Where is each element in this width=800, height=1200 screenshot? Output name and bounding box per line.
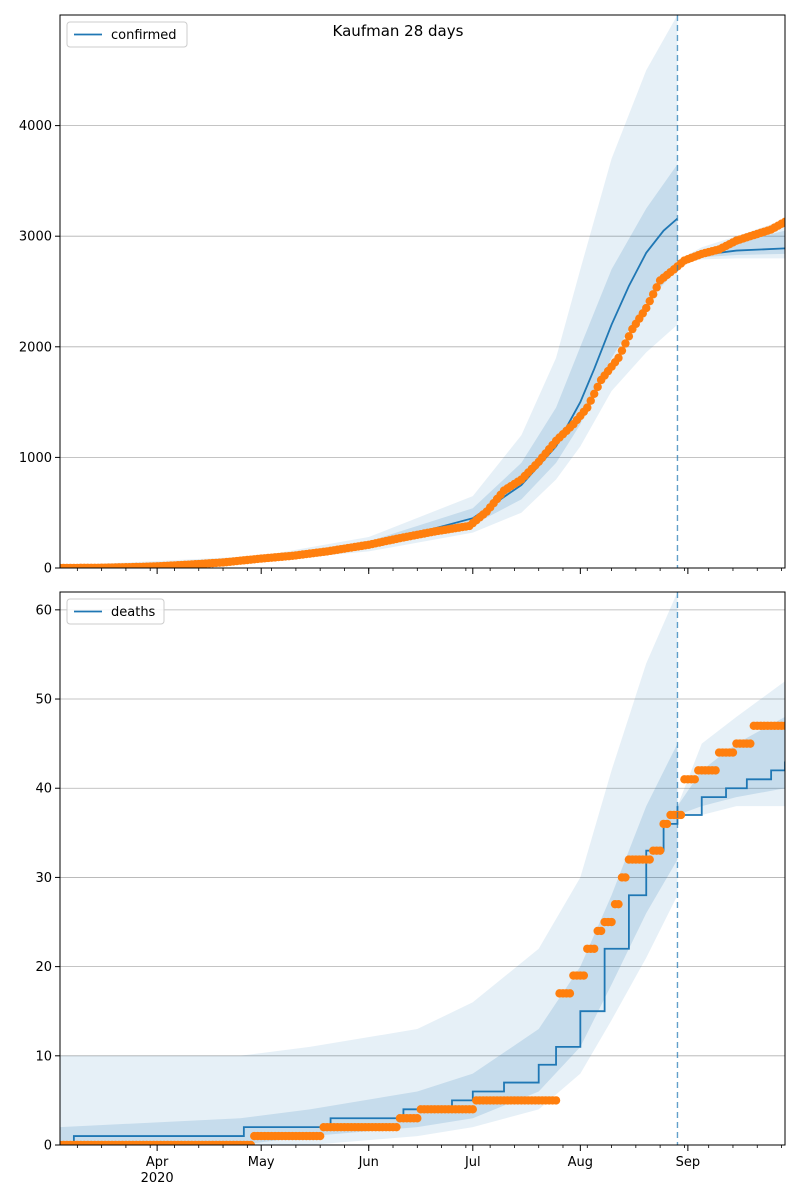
observed-point — [565, 989, 575, 998]
y-tick-label: 40 — [35, 782, 52, 797]
observed-point — [621, 339, 630, 348]
observed-point — [468, 1105, 477, 1114]
observed-point — [590, 389, 599, 399]
observed-point — [655, 846, 665, 855]
observed-point — [246, 1140, 255, 1145]
observed-point — [392, 1122, 401, 1132]
observed-point — [662, 819, 672, 829]
observed-point — [648, 290, 658, 299]
observed-point — [728, 748, 738, 757]
x-tick-label: Apr — [146, 1155, 169, 1170]
uncertainty-band-outer — [60, 592, 678, 1145]
axes-frame — [59, 591, 786, 1146]
observed-point — [413, 1114, 422, 1123]
y-tick-label: 50 — [35, 693, 52, 708]
observed-point — [624, 332, 634, 341]
fit-line — [60, 806, 679, 1145]
observed-point — [746, 739, 755, 748]
figure-title: Kaufman 28 days — [333, 22, 464, 40]
uncertainty-band-inner — [60, 743, 678, 1145]
forecast-band-outer — [677, 681, 785, 815]
observed-point — [614, 899, 623, 909]
observed-point — [780, 217, 785, 227]
forecast-line — [677, 761, 785, 816]
x-tick-label: Jul — [464, 1155, 481, 1170]
observed-point — [642, 303, 651, 313]
x-tick-sublabel: 2020 — [141, 1171, 174, 1186]
legend-box — [66, 21, 188, 48]
legend-label: confirmed — [111, 28, 177, 43]
observed-point — [593, 382, 602, 392]
plot-area — [60, 592, 785, 1145]
legend-box — [66, 598, 165, 625]
observed-point — [645, 296, 654, 306]
axes-frame — [59, 14, 786, 569]
y-tick-label: 0 — [44, 562, 52, 577]
legend-label: deaths — [111, 605, 156, 620]
observed-point — [315, 1131, 325, 1141]
y-tick-label: 4000 — [19, 119, 52, 134]
observed-point — [551, 1096, 561, 1105]
plot-area — [60, 15, 785, 568]
observed-point — [780, 721, 785, 730]
observed-point — [607, 917, 616, 927]
observed-point — [586, 396, 595, 405]
observed-point — [583, 403, 592, 412]
y-tick-label: 10 — [35, 1049, 52, 1064]
uncertainty-band-inner — [60, 164, 678, 568]
x-tick-label: May — [248, 1155, 275, 1170]
observed-point — [676, 810, 686, 820]
y-tick-label: 2000 — [19, 340, 52, 355]
observed-point — [596, 926, 606, 936]
legend: confirmed — [66, 21, 188, 48]
uncertainty-band-outer — [60, 15, 678, 568]
y-tick-label: 0 — [44, 1139, 52, 1154]
observed-point — [590, 944, 599, 953]
y-tick-label: 30 — [35, 871, 52, 886]
x-tick-label: Aug — [568, 1155, 593, 1170]
legend: deaths — [66, 598, 165, 625]
observed-point — [652, 283, 661, 292]
x-tick-label: Sep — [676, 1155, 701, 1170]
observed-point — [711, 766, 720, 775]
observed-point — [614, 353, 623, 363]
y-tick-label: 3000 — [19, 230, 52, 245]
y-tick-label: 20 — [35, 960, 52, 975]
y-tick-label: 60 — [35, 603, 52, 618]
forecast-band-inner — [677, 716, 785, 815]
observed-point — [690, 775, 700, 784]
observed-point — [579, 971, 589, 980]
observed-point — [645, 855, 654, 864]
y-tick-label: 1000 — [19, 451, 52, 466]
observed-point — [621, 873, 630, 882]
observed-point — [617, 346, 627, 355]
x-tick-label: Jun — [358, 1155, 379, 1170]
confirmed-panel: 0 1000 2000 3000 4000 confirmed — [19, 14, 786, 577]
